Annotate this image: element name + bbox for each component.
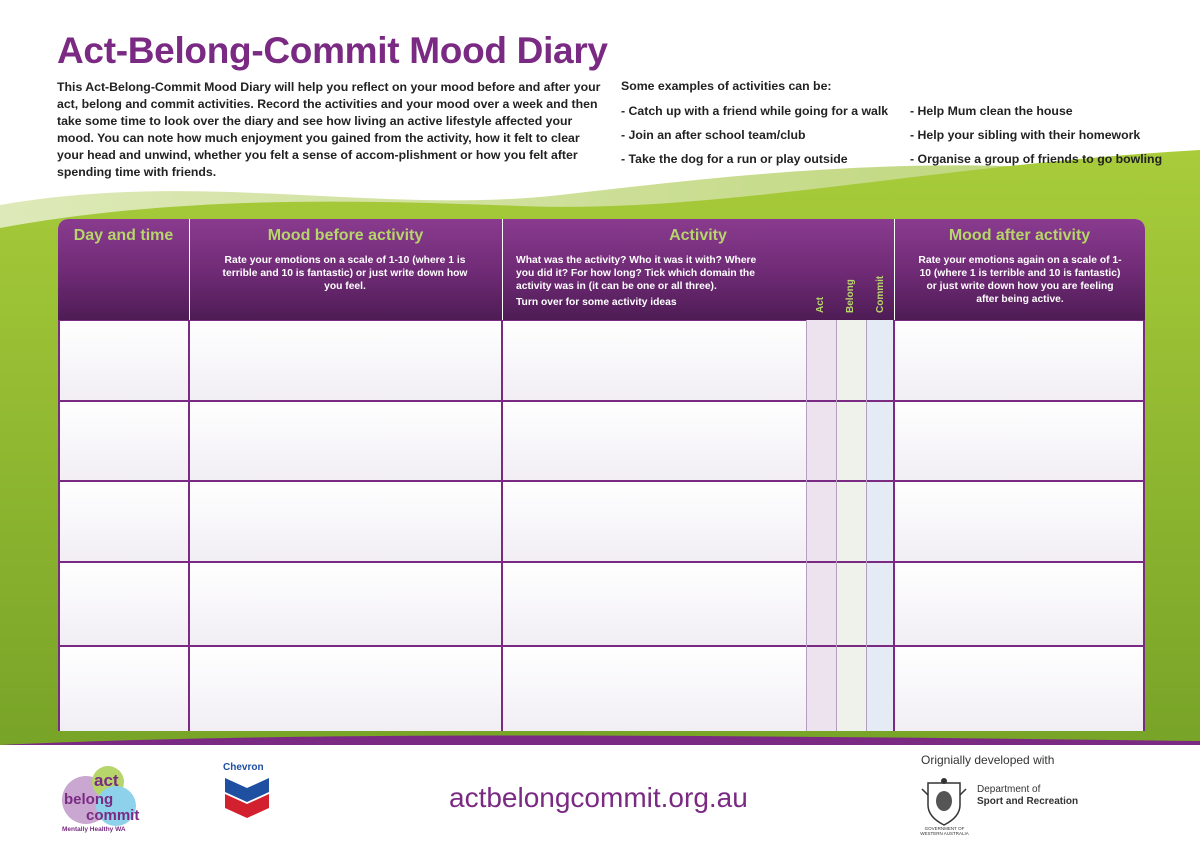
logo-word-belong: belong (64, 791, 113, 808)
logo-word-act: act (94, 771, 119, 790)
examples-heading: Some examples of activities can be: (621, 79, 832, 93)
table-row[interactable] (58, 320, 1145, 401)
domain-commit-label: Commit (875, 275, 886, 313)
page-title: Act-Belong-Commit Mood Diary (57, 30, 608, 71)
header-day-and-time: Day and time (73, 227, 174, 244)
example-item: - Help your sibling with their homework (910, 128, 1141, 142)
tick-divider (836, 320, 837, 731)
table-header: Day and time Mood before activity Rate y… (58, 219, 1145, 320)
belong-tick-column[interactable] (836, 320, 866, 731)
mood-diary-table: Day and time Mood before activity Rate y… (58, 219, 1145, 731)
table-row[interactable] (58, 645, 1145, 731)
domain-act-label: Act (815, 296, 826, 313)
intro-paragraph: This Act-Belong-Commit Mood Diary will h… (57, 80, 601, 179)
table-body (58, 320, 1145, 731)
header-mood-after-desc: Rate your emotions again on a scale of 1… (918, 255, 1122, 305)
example-item: - Catch up with a friend while going for… (621, 104, 889, 118)
table-row[interactable] (58, 561, 1145, 646)
column-divider (58, 320, 60, 731)
logo-word-commit: commit (86, 807, 139, 824)
example-item: - Help Mum clean the house (910, 104, 1073, 118)
act-tick-column[interactable] (806, 320, 836, 731)
department-line-1: Department of (977, 784, 1041, 795)
chevron-logo-text: Chevron (223, 762, 264, 773)
header-activity: Activity (669, 227, 727, 244)
footer-area (0, 745, 1200, 849)
table-row[interactable] (58, 480, 1145, 562)
wa-government-crest-icon (921, 778, 967, 826)
chevron-logo (225, 778, 269, 818)
example-item: - Take the dog for a run or play outside (621, 152, 848, 166)
column-divider (188, 320, 190, 731)
tick-divider (866, 320, 867, 731)
act-belong-commit-logo: act belong commit (62, 766, 139, 826)
domain-belong-label: Belong (845, 279, 856, 313)
column-divider (893, 320, 895, 731)
crest-caption: GOVERNMENT OF WESTERN AUSTRALIA (920, 826, 969, 836)
department-line-2: Sport and Recreation (977, 796, 1079, 807)
website-url[interactable]: actbelongcommit.org.au (449, 782, 748, 813)
column-divider (501, 320, 503, 731)
header-mood-before: Mood before activity (267, 227, 424, 244)
commit-tick-column[interactable] (866, 320, 894, 731)
example-item: - Organise a group of friends to go bowl… (910, 152, 1163, 166)
header-mood-after: Mood after activity (948, 227, 1091, 244)
header-activity-desc: What was the activity? Who it was it wit… (516, 255, 757, 292)
header-divider (502, 219, 503, 320)
logo-tagline: Mentally Healthy WA (62, 826, 126, 833)
header-divider (894, 219, 895, 320)
header-divider (189, 219, 190, 320)
example-item: - Join an after school team/club (621, 128, 806, 142)
column-divider (1143, 320, 1145, 731)
tick-divider (806, 320, 807, 731)
header-activity-note: Turn over for some activity ideas (516, 297, 677, 308)
table-row[interactable] (58, 400, 1145, 481)
header-mood-before-desc: Rate your emotions on a scale of 1-10 (w… (222, 255, 468, 292)
developed-with-label: Orignially developed with (921, 753, 1055, 767)
